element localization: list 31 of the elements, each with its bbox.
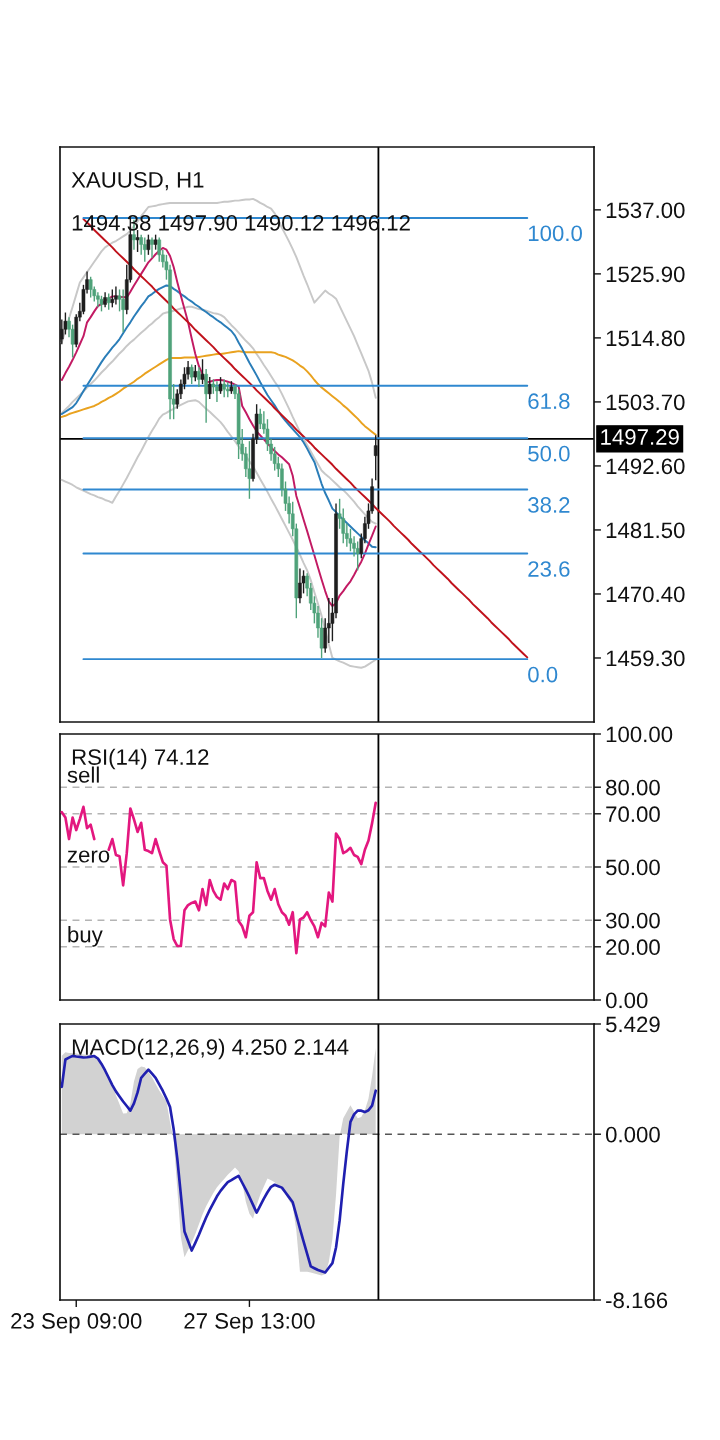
text: XAUUSD, H1 [71, 171, 204, 191]
series-label: 0.0 [528, 666, 558, 683]
y-tick-label: 1470.40 [606, 586, 685, 603]
y-tick-label: 0.000 [605, 1126, 660, 1143]
ref-line-label: zero [67, 850, 110, 863]
y-tick-label: 50.00 [606, 859, 660, 876]
series-label: 50.0 [528, 445, 570, 462]
y-tick-label: -8.166 [606, 1292, 668, 1309]
y-tick-label: 20.00 [606, 939, 660, 956]
series-label: 23.6 [528, 561, 570, 577]
y-tick-label: 1481.50 [606, 522, 685, 539]
y-tick-label: 5.429 [606, 1016, 660, 1033]
y-tick-label: 30.00 [605, 912, 660, 929]
series-label: 38.2 [528, 497, 570, 513]
text: MACD(12,26,9) 4.250 2.144 [72, 1038, 349, 1060]
x-tick-label: 27 Sep 13:00 [184, 1313, 315, 1334]
y-tick-label: 1525.90 [606, 266, 685, 283]
y-tick-label: 1459.30 [606, 650, 685, 667]
y-tick-label: 1503.70 [606, 394, 685, 411]
series-label: 61.8 [528, 393, 570, 410]
y-tick-label: 1537.00 [606, 202, 685, 219]
y-tick-label: 1514.80 [606, 330, 685, 347]
ref-line-label: buy [68, 926, 103, 947]
ref-line-label: 1497.29 [601, 429, 679, 445]
y-tick-label: 70.00 [606, 806, 660, 823]
y-tick-label: 1492.60 [606, 458, 685, 475]
y-tick-label: 80.00 [606, 779, 660, 796]
y-tick-label: 100.00 [606, 726, 673, 743]
y-tick-label: 0.00 [605, 992, 648, 1009]
x-tick-label: 23 Sep 09:00 [11, 1313, 142, 1334]
series-label: 100.0 [528, 225, 582, 242]
